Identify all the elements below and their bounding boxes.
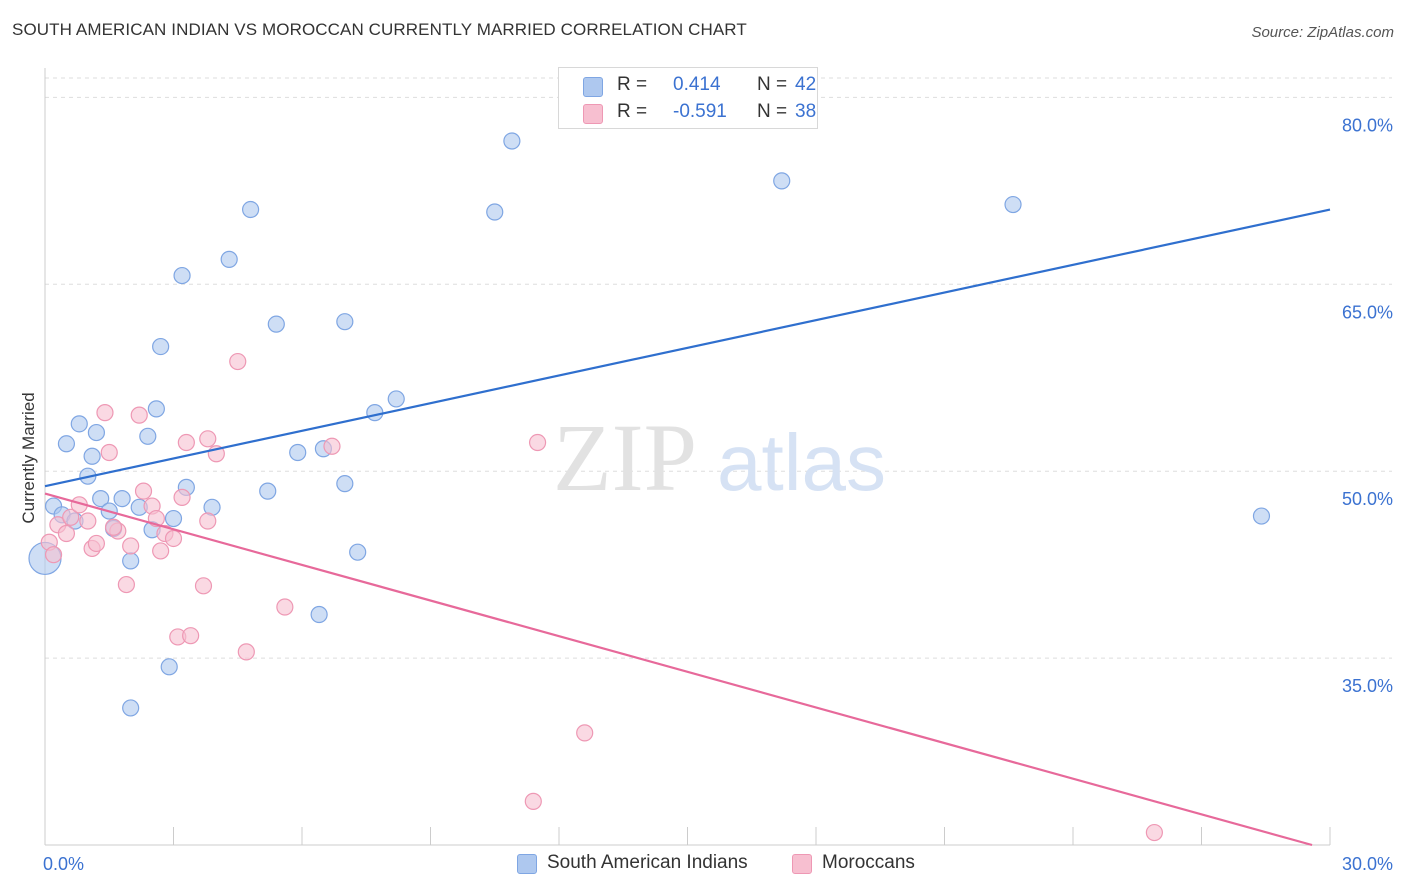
y-tick-label: 65.0% [1342,302,1393,322]
moroccan-point [182,627,200,645]
r-value: 0.414 [673,74,721,95]
moroccan-point [528,433,547,452]
legend-label: Moroccans [822,852,915,873]
y-tick-label: 50.0% [1342,489,1393,509]
moroccan-point [199,430,217,448]
chart-title: SOUTH AMERICAN INDIAN VS MOROCCAN CURREN… [12,20,747,39]
moroccans-trend-line [44,492,1313,847]
south-american-indian-point [83,447,101,465]
grid-lines [45,77,1392,659]
legend-label: South American Indians [547,852,748,873]
south-american-indian-point [259,482,277,500]
south-american-indian-point [122,552,140,570]
moroccan-point [62,508,80,526]
south-american-indians-trend-line [44,208,1331,488]
moroccan-point [276,598,294,616]
moroccan-point [96,404,114,422]
moroccan-point [44,546,63,564]
r-label: R = [617,74,648,95]
south-american-indians-swatch [583,77,603,97]
south-american-indian-point [336,475,354,493]
moroccan-point [104,518,123,536]
south-american-indian-point [139,427,157,445]
south-american-indian-point [773,172,791,190]
moroccan-point [122,537,140,555]
n-label: N = [757,101,788,122]
south-american-indian-point [70,415,88,433]
south-american-indian-point [57,435,76,453]
axes [44,68,1331,846]
south-american-indian-point [220,250,238,268]
south-american-indian-point [267,315,285,333]
south-american-indian-point [92,490,110,508]
moroccan-point [576,724,594,742]
moroccan-point [524,792,542,810]
n-value: 42 [795,74,817,95]
moroccan-point [57,524,76,543]
south-american-indian-point [164,509,183,528]
moroccan-point [152,542,170,560]
moroccans-swatch [583,104,603,124]
south-american-indian-point [366,404,384,422]
moroccan-point [194,577,213,595]
moroccan-point [100,443,118,462]
watermark: ZIP atlas [553,404,886,511]
moroccan-point [177,433,195,452]
moroccan-point [173,488,191,506]
y-tick-label: 35.0% [1342,676,1393,696]
moroccan-point [323,437,341,455]
south-american-indian-point [289,443,307,462]
source-label: Source: ZipAtlas.com [1251,24,1394,41]
trend-lines [44,208,1331,847]
south-american-indian-point [349,543,367,561]
y-axis-label: Currently Married [19,392,38,523]
moroccan-point [229,352,247,371]
moroccan-point [1145,823,1163,842]
south-american-indians-legend-swatch [517,854,537,874]
south-american-indian-point [152,337,170,356]
r-label: R = [617,101,648,122]
correlation-legend: R = 0.414 N = 42 R = -0.591 N = 38 [558,67,818,129]
south-american-indian-point [336,313,354,331]
r-value: -0.591 [673,101,727,122]
south-american-indian-point [1004,195,1022,214]
south-american-indian-point [173,266,191,285]
south-american-indian-point [122,699,140,717]
south-american-indian-point [160,658,178,676]
south-american-indian-point [486,203,504,221]
moroccan-point [130,406,148,424]
moroccan-point [199,512,217,530]
moroccan-point [87,534,106,553]
south-american-indian-point [1252,507,1271,525]
moroccan-point [237,643,255,661]
n-value: 38 [795,101,817,122]
south-american-indian-point [387,390,405,408]
moroccan-point [164,529,183,548]
watermark-zip: ZIP [553,404,697,511]
watermark-atlas: atlas [717,418,886,507]
south-american-indian-point [310,605,328,624]
n-label: N = [757,74,788,95]
data-points [28,132,1271,842]
moroccans-legend-swatch [792,854,812,874]
moroccan-point [134,482,153,500]
south-american-indian-point [147,400,165,418]
x-tick-label: 0.0% [43,854,84,874]
x-tick-label: 30.0% [1342,854,1393,874]
south-american-indian-point [242,200,260,219]
tick-labels: 35.0% 50.0% 65.0% 80.0% 0.0% 30.0% [43,115,1393,874]
y-tick-label: 80.0% [1342,115,1393,135]
moroccan-point [79,512,97,530]
south-american-indian-point [113,490,131,508]
south-american-indian-point [503,132,521,150]
south-american-indian-point [87,423,106,442]
moroccan-point [117,575,135,594]
